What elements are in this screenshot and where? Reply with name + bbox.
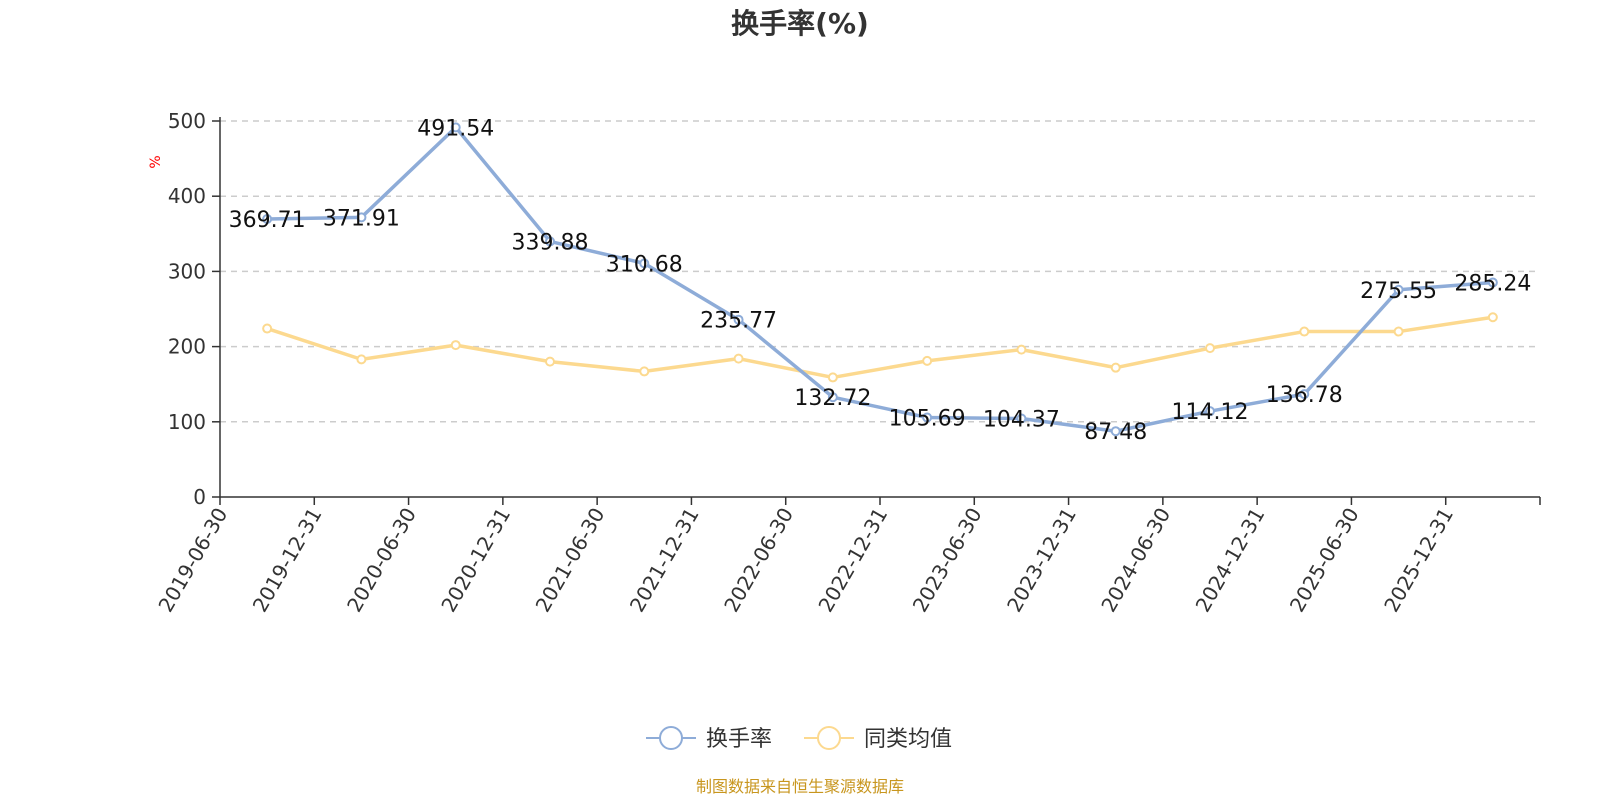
y-tick-label: 300	[168, 259, 206, 283]
x-tick-label: 2019-06-30	[153, 504, 232, 617]
series	[262, 122, 1498, 437]
legend-label: 换手率	[706, 727, 772, 752]
data-point	[1110, 362, 1121, 373]
data-point	[356, 212, 367, 223]
x-tick-label: 2021-06-30	[531, 504, 610, 617]
x-tick-label: 2020-12-31	[436, 504, 515, 617]
y-tick-label: 200	[168, 335, 206, 359]
x-tick-label: 2023-06-30	[908, 503, 987, 616]
x-tick-label: 2022-12-31	[813, 504, 892, 617]
data-label: 275.55	[1360, 279, 1437, 304]
data-label: 339.88	[512, 230, 589, 255]
x-tick-label: 2020-06-30	[342, 503, 421, 616]
legend-item-0[interactable]: 换手率	[646, 726, 772, 752]
data-point	[1110, 426, 1121, 437]
data-point	[1299, 389, 1310, 400]
grid-lines	[220, 120, 1540, 423]
data-point	[639, 366, 650, 377]
legend-swatch-marker	[659, 726, 683, 750]
data-label: 105.69	[889, 407, 966, 432]
data-label: 285.24	[1454, 271, 1531, 296]
data-point	[1393, 326, 1404, 337]
data-point	[1205, 343, 1215, 354]
data-label: 235.77	[700, 309, 777, 334]
y-tick-label: 500	[168, 109, 206, 133]
data-label: 310.68	[606, 252, 683, 277]
data-label: 104.37	[983, 408, 1060, 433]
y-tick-label: 0	[193, 485, 206, 509]
data-label: 132.72	[794, 386, 871, 411]
y-tick-label: 100	[168, 410, 206, 434]
legend-item-1[interactable]: 同类均值	[804, 726, 952, 752]
x-tick-label: 2019-12-31	[248, 504, 327, 617]
data-point	[922, 355, 933, 366]
data-label: 114.12	[1172, 400, 1249, 425]
data-point	[262, 213, 273, 224]
data-label: 371.91	[323, 206, 400, 231]
data-label: 369.71	[229, 208, 306, 233]
series-line-0	[267, 125, 1493, 433]
data-label: 136.78	[1266, 383, 1343, 408]
data-point	[1299, 326, 1310, 337]
x-tick-label: 2025-12-31	[1379, 504, 1458, 617]
series-line-1	[266, 315, 1494, 380]
x-tick-label: 2021-12-31	[625, 504, 704, 617]
data-point	[733, 314, 744, 325]
legend-swatch-marker	[817, 726, 841, 750]
data-point	[1016, 344, 1027, 355]
x-tick-label: 2023-12-31	[1002, 504, 1081, 617]
y-axis-unit-label: %	[148, 155, 164, 168]
source-note: 制图数据来自恒生聚源数据库	[696, 777, 904, 796]
data-label: 491.54	[417, 116, 494, 141]
y-tick-label: 400	[168, 184, 206, 208]
data-point	[1487, 312, 1498, 323]
chart-title: 换手率(%)	[731, 7, 869, 40]
x-tick-label: 2025-06-30	[1285, 504, 1364, 617]
data-point	[733, 353, 744, 364]
data-point	[1016, 413, 1027, 424]
legend: 换手率 同类均值	[646, 726, 952, 752]
data-point	[922, 412, 933, 423]
data-point	[450, 122, 461, 133]
data-point	[639, 258, 650, 269]
x-tick-label: 2024-06-30	[1096, 504, 1175, 617]
legend-label: 同类均值	[864, 727, 952, 752]
data-point	[262, 323, 273, 334]
data-label: 87.48	[1084, 420, 1147, 445]
data-point	[827, 392, 838, 403]
x-tick-label: 2024-12-31	[1191, 504, 1270, 617]
data-point	[1205, 406, 1215, 417]
data-point	[545, 236, 555, 247]
data-labels: 369.71 371.91 491.54 339.88 310.68 235.77 132.…	[229, 116, 1532, 445]
data-point	[827, 372, 838, 383]
data-point	[545, 356, 555, 367]
data-point	[450, 340, 461, 351]
data-point	[356, 354, 367, 365]
data-point	[1487, 277, 1498, 288]
x-tick-label: 2022-06-30	[719, 504, 798, 617]
data-point	[1393, 284, 1404, 295]
